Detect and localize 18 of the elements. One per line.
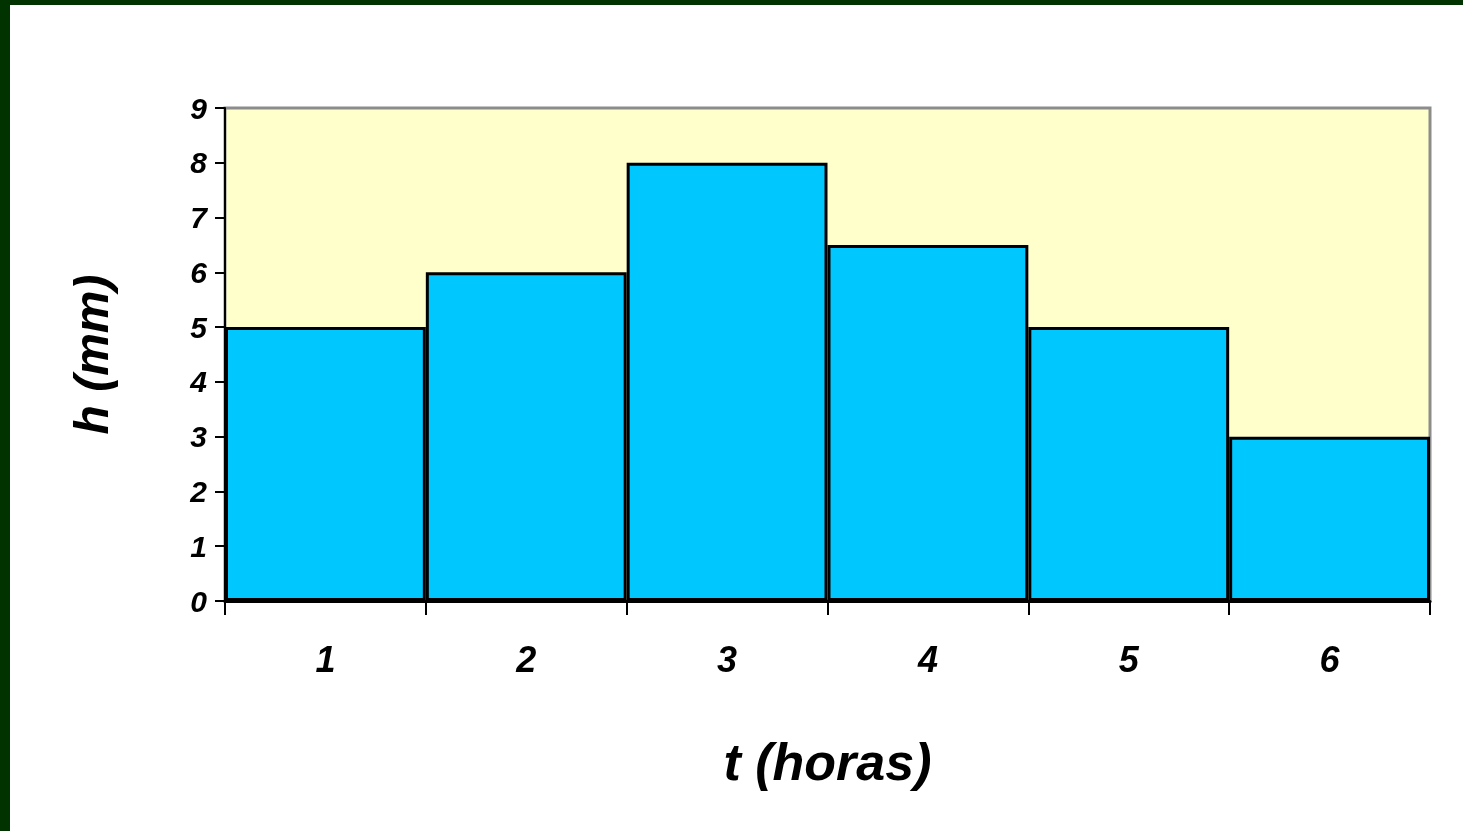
y-tick-label: 9: [190, 91, 208, 125]
y-axis-title: h (mm): [64, 274, 118, 435]
y-tick-label: 6: [190, 255, 208, 289]
x-tick-label: 3: [717, 638, 738, 680]
y-tick-label: 5: [190, 310, 209, 344]
x-tick-label: 6: [1319, 638, 1341, 680]
x-tick-label: 2: [515, 638, 537, 680]
x-axis-title: t (horas): [723, 733, 932, 791]
y-tick-label: 8: [190, 146, 208, 180]
x-tick-label: 4: [916, 638, 938, 680]
x-tick-label: 5: [1118, 638, 1140, 680]
y-tick-label: 4: [189, 365, 208, 399]
y-tick-label: 1: [190, 529, 207, 563]
y-tick-label: 7: [190, 201, 209, 235]
y-tick-label: 3: [190, 420, 208, 454]
y-tick-label: 0: [190, 584, 208, 618]
y-tick-label: 2: [189, 474, 208, 508]
x-tick-label: 1: [315, 638, 336, 680]
